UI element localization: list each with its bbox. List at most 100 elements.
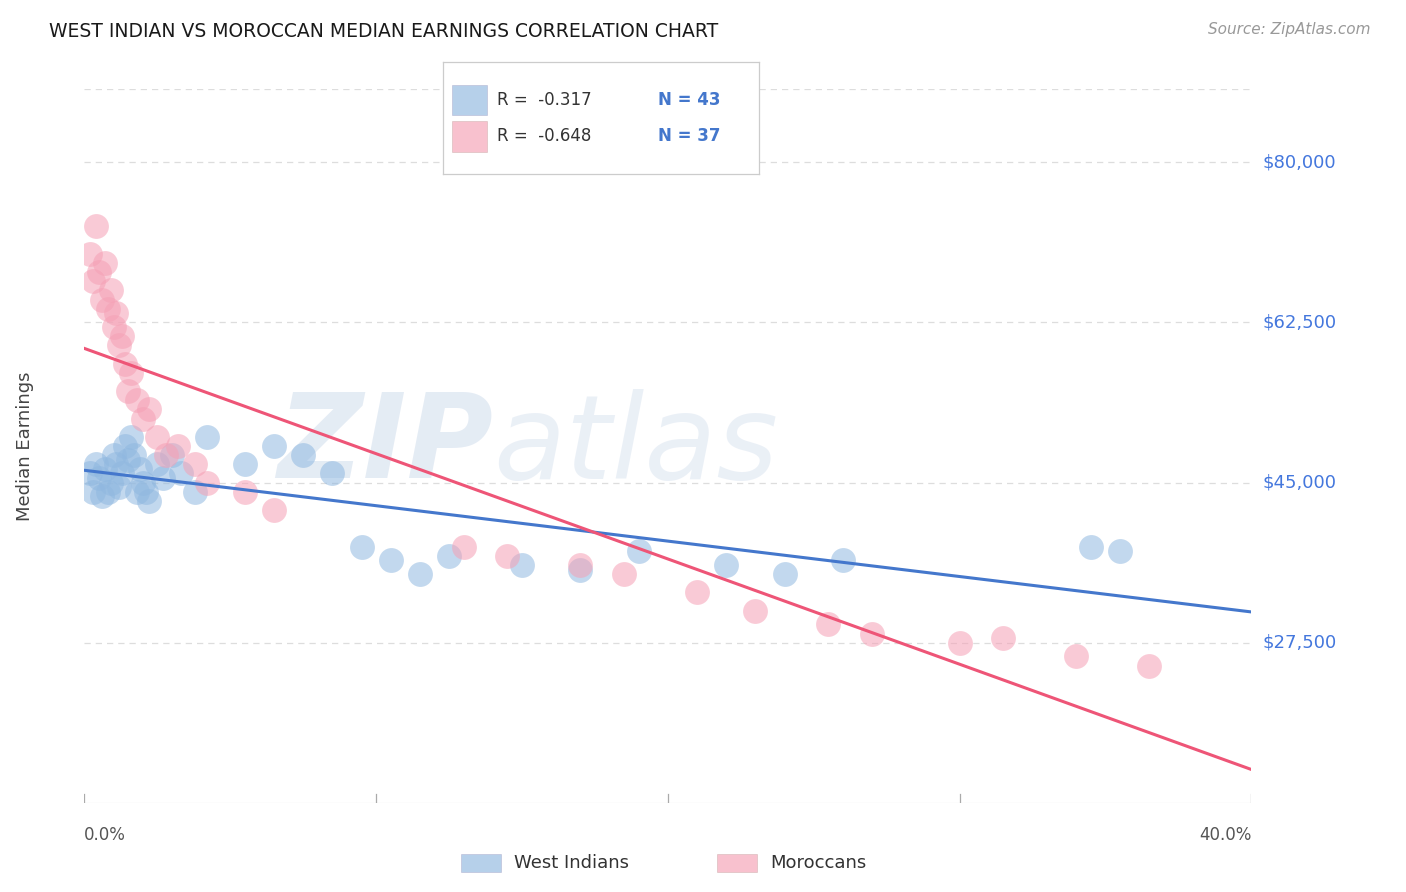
Point: [111, 329, 134, 343]
Point: [569, 562, 592, 576]
Bar: [453, 85, 486, 115]
Point: [948, 636, 970, 650]
Text: N = 37: N = 37: [658, 128, 720, 145]
Point: [166, 439, 188, 453]
Point: [87, 265, 110, 279]
Point: [613, 567, 636, 582]
Point: [169, 467, 191, 481]
Point: [184, 458, 207, 472]
Point: [292, 448, 315, 462]
Point: [453, 540, 475, 554]
Point: [350, 540, 373, 554]
Point: [146, 430, 169, 444]
Point: [184, 484, 207, 499]
Point: [111, 467, 134, 481]
Point: [108, 338, 131, 352]
Point: [832, 553, 855, 567]
Point: [94, 256, 117, 270]
Point: [97, 484, 120, 499]
Point: [120, 366, 142, 380]
Point: [380, 553, 402, 567]
Bar: [461, 854, 501, 872]
Point: [1080, 540, 1102, 554]
Text: $62,500: $62,500: [1263, 313, 1337, 332]
Point: [94, 462, 117, 476]
Point: [993, 631, 1015, 645]
Text: R =  -0.648: R = -0.648: [496, 128, 591, 145]
Point: [1109, 544, 1132, 558]
Point: [132, 411, 155, 425]
Point: [160, 448, 183, 462]
Point: [146, 458, 169, 472]
Text: 40.0%: 40.0%: [1199, 826, 1251, 844]
Point: [773, 567, 796, 582]
Point: [135, 484, 157, 499]
Point: [84, 219, 107, 234]
Text: ZIP: ZIP: [277, 389, 494, 503]
Text: R =  -0.317: R = -0.317: [496, 91, 592, 109]
Point: [627, 544, 650, 558]
Text: 0.0%: 0.0%: [84, 826, 127, 844]
Point: [100, 475, 122, 490]
Point: [138, 402, 160, 417]
Point: [714, 558, 737, 572]
Point: [569, 558, 592, 572]
Point: [82, 484, 104, 499]
Text: $45,000: $45,000: [1263, 474, 1337, 491]
Point: [233, 458, 256, 472]
Point: [114, 439, 136, 453]
Point: [108, 480, 131, 494]
Point: [152, 471, 174, 485]
Bar: [717, 854, 756, 872]
Text: atlas: atlas: [494, 389, 778, 503]
Point: [105, 306, 128, 320]
Point: [1137, 658, 1160, 673]
Point: [79, 467, 101, 481]
Point: [155, 448, 177, 462]
Point: [103, 448, 125, 462]
Point: [817, 617, 839, 632]
Point: [90, 489, 112, 503]
Point: [122, 448, 145, 462]
Point: [321, 467, 343, 481]
Point: [195, 430, 218, 444]
Bar: [453, 121, 486, 152]
Point: [90, 293, 112, 307]
Point: [128, 462, 150, 476]
Point: [510, 558, 533, 572]
Point: [87, 471, 110, 485]
Point: [103, 320, 125, 334]
Point: [100, 284, 122, 298]
Point: [117, 384, 139, 398]
Point: [233, 484, 256, 499]
Point: [120, 430, 142, 444]
Point: [409, 567, 432, 582]
Text: WEST INDIAN VS MOROCCAN MEDIAN EARNINGS CORRELATION CHART: WEST INDIAN VS MOROCCAN MEDIAN EARNINGS …: [49, 22, 718, 41]
Text: $27,500: $27,500: [1263, 633, 1337, 652]
Point: [117, 452, 139, 467]
Point: [263, 503, 285, 517]
Text: Source: ZipAtlas.com: Source: ZipAtlas.com: [1208, 22, 1371, 37]
Text: West Indians: West Indians: [515, 854, 628, 872]
Point: [84, 458, 107, 472]
Text: Moroccans: Moroccans: [770, 854, 866, 872]
Point: [1066, 649, 1088, 664]
Point: [263, 439, 285, 453]
Point: [79, 247, 101, 261]
Text: Median Earnings: Median Earnings: [17, 371, 34, 521]
Point: [82, 274, 104, 288]
Point: [686, 585, 709, 599]
Point: [97, 301, 120, 316]
Point: [860, 626, 883, 640]
Point: [138, 494, 160, 508]
Point: [114, 357, 136, 371]
Point: [125, 393, 148, 408]
Point: [132, 475, 155, 490]
Point: [437, 549, 460, 563]
Point: [744, 604, 766, 618]
Point: [125, 484, 148, 499]
Text: $80,000: $80,000: [1263, 153, 1336, 171]
Text: N = 43: N = 43: [658, 91, 720, 109]
Point: [496, 549, 519, 563]
Point: [105, 458, 128, 472]
